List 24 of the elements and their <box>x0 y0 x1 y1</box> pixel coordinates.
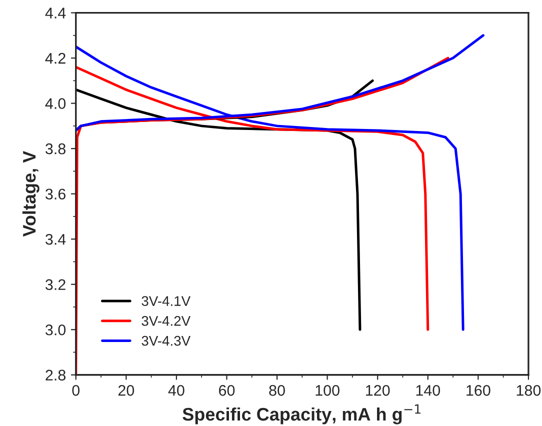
x-tick-label: 120 <box>366 385 390 396</box>
y-tick-label: 4.0 <box>45 98 66 109</box>
x-tick-label: 40 <box>168 385 184 396</box>
x-tick-label: 0 <box>72 385 80 396</box>
x-axis-title: Specific Capacity, mA h g$^{−1}$ <box>182 404 420 424</box>
x-tick-label: 80 <box>269 385 285 396</box>
x-tick-label: 180 <box>516 385 541 396</box>
x-tick-label: 60 <box>219 385 235 396</box>
y-tick-label: 3.2 <box>46 279 66 290</box>
y-tick-label: 3.0 <box>46 324 66 336</box>
x-tick-label: 20 <box>118 385 134 396</box>
legend-label: 3V-4.2V <box>142 316 191 326</box>
y-tick-label: 4.4 <box>45 8 66 18</box>
y-tick-label: 4.2 <box>45 52 66 64</box>
y-tick-label: 3.6 <box>46 188 66 200</box>
legend-label: 3V-4.3V <box>142 336 191 346</box>
y-axis-title: Voltage, V <box>22 150 40 237</box>
x-tick-label: 160 <box>466 385 490 396</box>
x-tick-label: 140 <box>416 385 440 396</box>
legend-label: 3V-4.1V <box>142 296 191 306</box>
y-tick-label: 3.4 <box>46 234 66 245</box>
y-tick-label: 2.8 <box>46 370 66 381</box>
y-tick-label: 3.8 <box>46 143 66 154</box>
x-tick-label: 100 <box>316 385 340 396</box>
